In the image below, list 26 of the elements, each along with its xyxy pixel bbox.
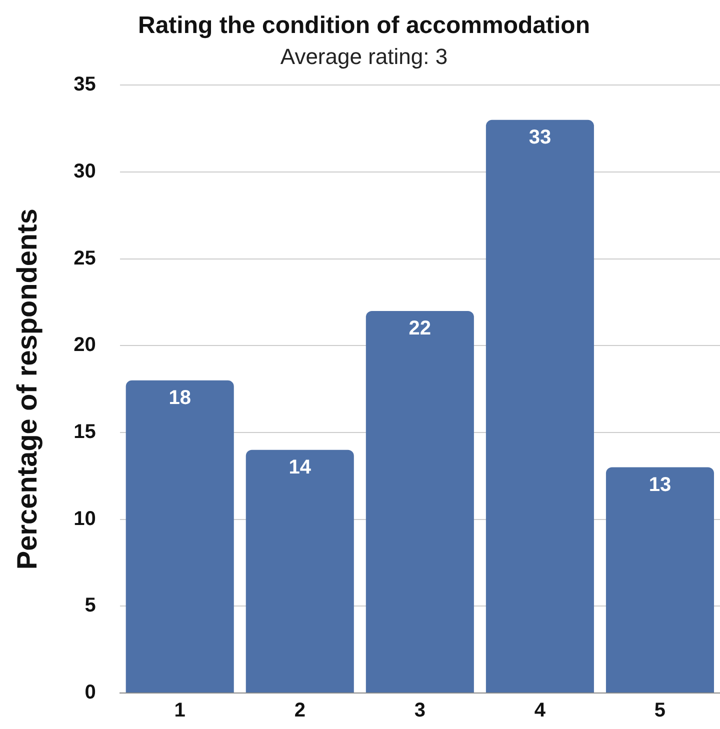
- y-tick-label: 15: [74, 421, 96, 444]
- chart-subtitle: Average rating: 3: [280, 44, 448, 70]
- y-tick-label: 25: [74, 247, 96, 270]
- x-tick-label: 4: [534, 700, 546, 722]
- x-tick-label: 5: [654, 700, 666, 722]
- y-axis-title: Percentage of respondents: [12, 208, 43, 570]
- data-label: 18: [168, 386, 191, 409]
- data-label: 22: [408, 317, 432, 340]
- data-label: 33: [528, 126, 552, 148]
- bar: [126, 380, 234, 692]
- x-tick-label: 3: [414, 700, 426, 722]
- x-tick-label: 1: [174, 700, 186, 722]
- y-tick-label: 35: [74, 74, 96, 96]
- chart-title: Rating the condition of accommodation: [138, 12, 590, 40]
- x-tick-label: 2: [294, 700, 306, 722]
- y-tick-label: 30: [74, 160, 96, 183]
- y-tick-label: 10: [74, 508, 96, 530]
- data-label: 13: [648, 474, 672, 496]
- y-tick-label: 5: [84, 594, 96, 617]
- bar: [606, 467, 714, 692]
- bar: [486, 120, 594, 692]
- y-tick-label: 0: [84, 682, 96, 704]
- bar: [366, 310, 474, 692]
- data-label: 14: [288, 456, 312, 478]
- y-tick-label: 20: [74, 334, 96, 356]
- bar: [246, 450, 354, 692]
